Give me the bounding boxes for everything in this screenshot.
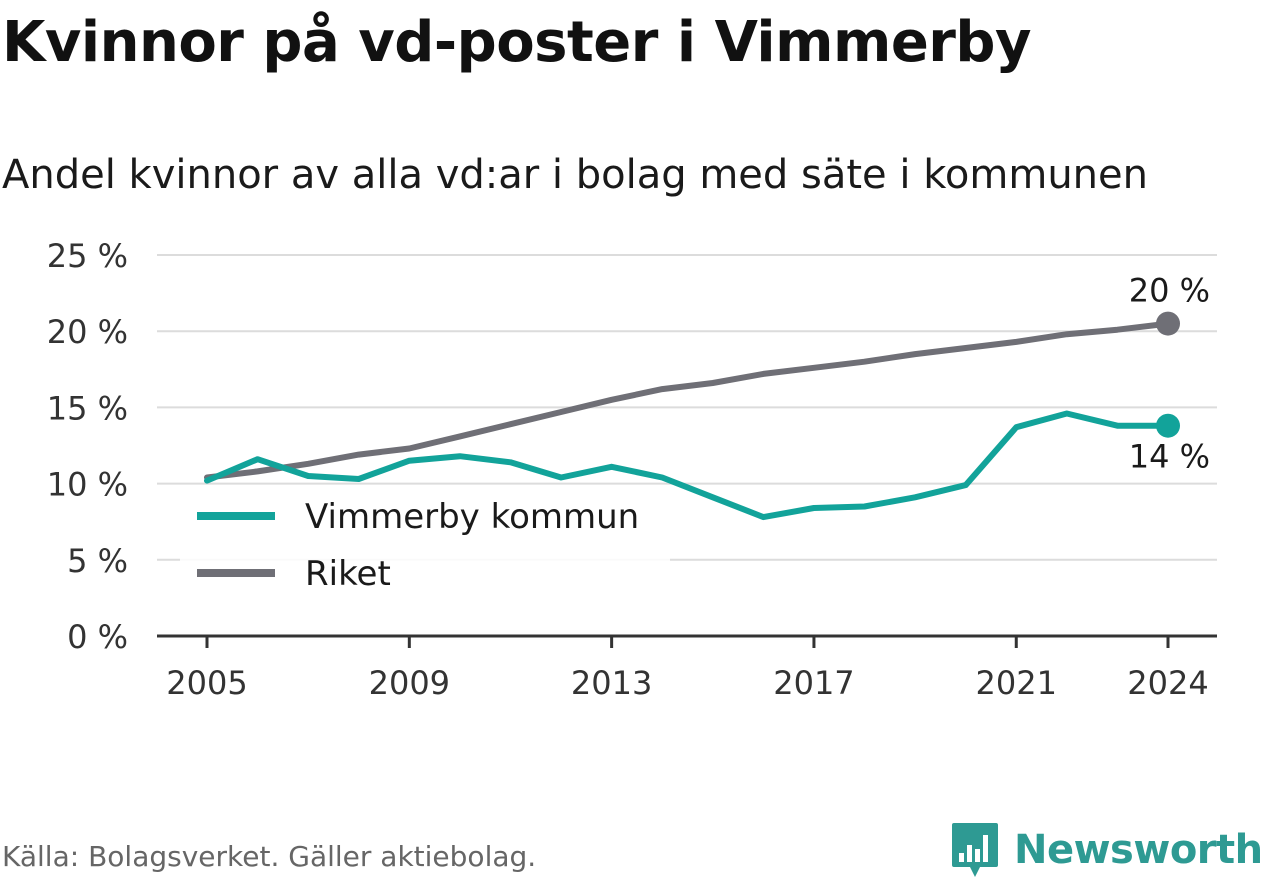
- end-label-vimmerby: 14 %: [1129, 438, 1210, 476]
- y-tick-label: 20 %: [47, 313, 128, 351]
- x-tick-label: 2009: [369, 664, 450, 702]
- chart-subtitle: Andel kvinnor av alla vd:ar i bolag med …: [2, 152, 1148, 198]
- series-lines: [204, 311, 1180, 521]
- end-labels: 14 % 20 %: [1129, 272, 1210, 476]
- x-tick-label: 2017: [773, 664, 854, 702]
- brand-logo: Newsworthy: [950, 820, 1262, 880]
- brand-name: Newsworthy: [1014, 827, 1262, 873]
- end-point-vimmerby: [1156, 413, 1180, 438]
- newsworthy-logo-icon: [952, 823, 998, 877]
- x-tick-label: 2013: [571, 664, 652, 702]
- series-line-riket: [204, 320, 1171, 481]
- legend-label: Riket: [305, 554, 391, 594]
- y-tick-label: 5 %: [67, 542, 128, 580]
- y-tick-label: 0 %: [67, 618, 128, 656]
- series-line-vimmerby: [204, 410, 1171, 521]
- x-tick-label: 2005: [166, 664, 247, 702]
- y-tick-label: 10 %: [47, 466, 128, 504]
- end-label-riket: 20 %: [1129, 272, 1210, 310]
- y-tick-label: 25 %: [47, 237, 128, 275]
- y-tick-label: 15 %: [47, 389, 128, 427]
- legend-label: Vimmerby kommun: [305, 497, 639, 537]
- x-tick-label: 2024: [1127, 664, 1208, 702]
- y-tick-labels: 0 % 5 % 10 % 15 % 20 % 25 %: [47, 237, 128, 656]
- source-note: Källa: Bolagsverket. Gäller aktiebolag.: [2, 840, 537, 873]
- legend-background: [180, 488, 670, 600]
- x-tick-label: 2021: [976, 664, 1057, 702]
- x-tick-labels: 2005 2009 2013 2017 2021 2024: [166, 636, 1209, 702]
- chart-title: Kvinnor på vd-poster i Vimmerby: [2, 10, 1032, 75]
- legend: Vimmerby kommun Riket: [180, 488, 670, 600]
- end-point-riket: [1156, 311, 1180, 336]
